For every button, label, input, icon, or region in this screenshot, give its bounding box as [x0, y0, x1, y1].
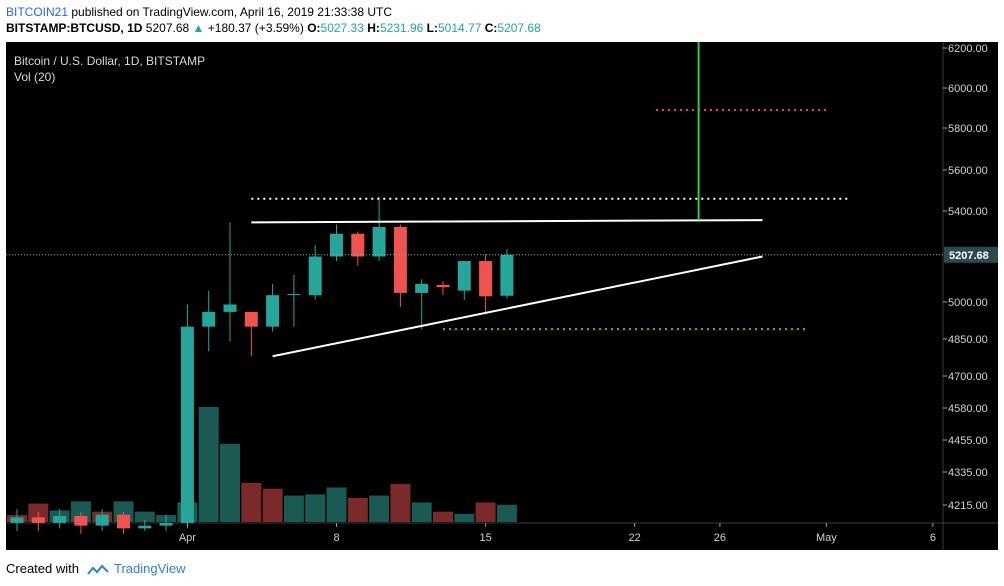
publisher-name[interactable]: BITCOIN21: [6, 5, 69, 19]
candle-body: [372, 226, 386, 257]
time-tick-label: 15: [479, 532, 491, 544]
time-tick-label: 6: [930, 532, 936, 544]
candle-body: [351, 233, 365, 257]
drawings: [6, 42, 943, 358]
candle-body: [436, 284, 450, 288]
created-with-text: Created with: [6, 561, 79, 576]
volume-bar: [283, 495, 304, 522]
price-tick-label: 5400.00: [948, 206, 988, 218]
tradingview-logo-icon: [86, 564, 109, 575]
candle-body: [500, 254, 514, 296]
time-tick-label: 22: [629, 532, 641, 544]
close-label: C:: [484, 21, 498, 35]
pane-title: Bitcoin / U.S. Dollar, 1D, BITSTAMP: [14, 54, 205, 68]
candle-body: [244, 311, 258, 327]
trend-line: [272, 255, 763, 358]
price-tick-label: 4700.00: [948, 371, 988, 383]
candle-body: [74, 516, 88, 526]
footer: Created with TradingView: [6, 561, 186, 576]
volume-bar: [262, 488, 283, 522]
last-price-badge-label: 5207.68: [949, 250, 989, 262]
volume-bar: [390, 484, 411, 522]
price-tick-label: 4455.00: [948, 435, 988, 447]
candle-body: [308, 256, 322, 296]
candle-body: [393, 226, 407, 293]
candle-body: [415, 283, 429, 293]
candle-body: [330, 233, 343, 257]
candle-body: [180, 326, 194, 523]
close-value: 5207.68: [497, 21, 541, 35]
volume-bar: [496, 504, 517, 522]
volume-bars: [7, 407, 517, 522]
candle-body: [138, 525, 152, 529]
volume-bar: [411, 502, 432, 522]
time-tick-label: 8: [333, 532, 339, 544]
high-value: 5231.96: [379, 21, 424, 35]
volume-bar: [134, 511, 155, 522]
up-arrow-icon: ▲: [192, 21, 205, 35]
ohlc-header: BITSTAMP:BTCUSD, 1D 5207.68 ▲ +180.37 (+…: [6, 21, 541, 35]
price-tick-label: 5800.00: [948, 123, 988, 135]
volume-bar: [475, 502, 496, 522]
last-price-badge: [944, 246, 998, 263]
open-label: O:: [307, 21, 321, 35]
price-tick-label: 5600.00: [948, 165, 988, 177]
candle-body: [223, 304, 237, 312]
candle-body: [31, 517, 45, 523]
last-price-text: 5207.68: [145, 21, 190, 35]
volume-bar: [198, 407, 219, 522]
candles: [10, 196, 514, 534]
candle-body: [479, 261, 493, 297]
volume-bar: [433, 511, 453, 522]
candle-body: [53, 516, 67, 523]
high-label: H:: [367, 21, 380, 35]
candle-body: [117, 514, 130, 529]
volume-bar: [369, 495, 390, 522]
volume-bar: [305, 494, 326, 522]
price-tick-label: 5000.00: [948, 297, 988, 309]
trend-line: [251, 219, 763, 224]
publish-info: BITCOIN21 published on TradingView.com, …: [6, 5, 392, 19]
candle-body: [95, 514, 109, 526]
volume-label: Vol (20): [14, 70, 55, 84]
time-tick-label: 26: [714, 532, 726, 544]
volume-bar: [241, 482, 262, 522]
price-tick-label: 4215.00: [948, 500, 988, 512]
candle-body: [457, 261, 471, 291]
price-chart[interactable]: 6200.00 6000.00 5800.00 5600.00 5400.00 5000.…: [6, 42, 998, 550]
chart-background: [6, 42, 998, 550]
published-text: published on TradingView.com, April 16, …: [71, 5, 393, 19]
low-value: 5014.77: [438, 21, 482, 35]
price-tick-label: 4335.00: [948, 467, 988, 479]
candle-body: [287, 294, 301, 296]
price-tick-label: 4580.00: [948, 403, 988, 415]
volume-bar: [454, 513, 475, 522]
candle-body: [10, 517, 24, 523]
tradingview-brand[interactable]: TradingView: [114, 561, 186, 576]
volume-bar: [347, 497, 368, 522]
candle-body: [266, 295, 280, 327]
price-tick-label: 4850.00: [948, 334, 988, 346]
time-tick-label: May: [816, 532, 837, 544]
symbol-label: BITSTAMP:BTCUSD, 1D: [6, 21, 143, 35]
change-text: +180.37 (+3.59%): [207, 21, 304, 35]
price-tick-label: 6000.00: [948, 83, 988, 95]
time-tick-label: Apr: [179, 532, 196, 544]
open-value: 5027.33: [320, 21, 364, 35]
time-axis[interactable]: 25Apr8152226May6: [6, 523, 936, 544]
price-axis[interactable]: 6200.00 6000.00 5800.00 5600.00 5400.00 5000.…: [943, 43, 998, 512]
candle-body: [202, 311, 216, 327]
volume-bar: [220, 443, 240, 522]
price-tick-label: 6200.00: [948, 43, 988, 55]
volume-bar: [326, 487, 347, 522]
low-label: L:: [426, 21, 438, 35]
candle-body: [159, 522, 173, 526]
